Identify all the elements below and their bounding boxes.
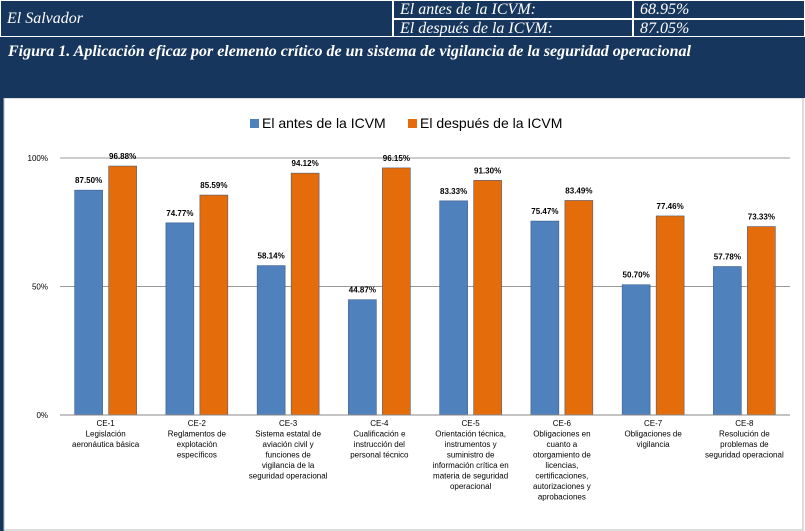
x-tick-label: CE-4 xyxy=(370,419,389,428)
bar xyxy=(108,165,137,416)
value-label: 74.77% xyxy=(166,209,193,218)
x-tick-label: cuanto a xyxy=(547,440,578,449)
value-label: 83.33% xyxy=(440,187,467,196)
y-tick-label: 100% xyxy=(28,154,48,163)
x-tick-label: Cualificación e xyxy=(353,430,406,439)
x-tick-label: CE-2 xyxy=(188,419,207,428)
x-tick-label: Sistema estatal de xyxy=(255,430,321,439)
left-border xyxy=(0,98,4,531)
value-label: 73.33% xyxy=(748,213,775,222)
y-tick-label: 0% xyxy=(36,411,48,420)
x-tick-label: vigilancia de la xyxy=(262,461,315,470)
x-tick-label: problemas de xyxy=(720,440,769,449)
value-label: 87.50% xyxy=(75,176,102,185)
x-tick-label: aviación civil y xyxy=(263,440,314,449)
x-tick-label: operacional xyxy=(450,482,492,491)
bar xyxy=(256,265,286,416)
x-tick-label: Reglamentos de xyxy=(168,430,227,439)
x-tick-label: licencias, xyxy=(545,461,578,470)
x-tick-label: Orientación técnica, xyxy=(435,430,506,439)
value-label: 94.12% xyxy=(292,159,319,168)
value-label: 85.59% xyxy=(200,181,227,190)
value-label: 58.14% xyxy=(258,252,285,261)
x-tick-label: aeronáutica básica xyxy=(72,440,140,449)
x-tick-label: aprobaciones xyxy=(538,493,586,502)
chart: 0% 50% 100% El antes de la ICVM El después d… xyxy=(0,98,804,531)
x-tick-label: personal técnico xyxy=(350,451,409,460)
value-label: 44.87% xyxy=(349,286,376,295)
value-label: 77.46% xyxy=(657,202,684,211)
figure-title: Figura 1. Aplicación eficaz por elemento… xyxy=(0,37,805,98)
x-tick-label: seguridad operacional xyxy=(705,451,784,460)
x-tick-label: explotación xyxy=(177,440,217,449)
value-label: 96.88% xyxy=(109,152,136,161)
value-label: 50.70% xyxy=(623,271,650,280)
row-value: 87.05% xyxy=(633,19,805,37)
legend-label: El después de la ICVM xyxy=(420,115,562,131)
x-tick-label: CE-6 xyxy=(553,419,572,428)
x-tick-label: Obligaciones en xyxy=(533,430,590,439)
country: El Salvador xyxy=(0,0,393,37)
bar xyxy=(473,180,502,416)
legend-swatch xyxy=(250,119,259,128)
value-label: 96.15% xyxy=(383,154,410,163)
x-tick-label: otorgamiento de xyxy=(533,451,591,460)
bar xyxy=(713,266,742,416)
bar xyxy=(165,222,195,416)
x-tick-label: vigilancia xyxy=(637,440,670,449)
bar xyxy=(199,194,229,416)
row-label: El después de la ICVM: xyxy=(393,19,633,37)
x-tick-label: información crítica en xyxy=(433,461,509,470)
bar xyxy=(348,299,377,416)
x-tick-label: certificaciones, xyxy=(535,472,588,481)
value-label: 83.49% xyxy=(565,186,592,195)
bar xyxy=(382,167,411,416)
x-tick-label: específicos xyxy=(177,451,217,460)
value-label: 75.47% xyxy=(531,207,558,216)
x-tick-label: autorizaciones y xyxy=(533,482,591,491)
bar xyxy=(439,200,468,416)
legend-label: El antes de la ICVM xyxy=(262,115,386,131)
x-tick-label: CE-3 xyxy=(279,419,298,428)
x-tick-label: CE-5 xyxy=(462,419,481,428)
y-tick-label: 50% xyxy=(32,283,48,292)
x-tick-label: materia de seguridad xyxy=(433,472,508,481)
bar xyxy=(621,284,651,416)
bar xyxy=(747,226,776,416)
x-tick-label: funciones de xyxy=(265,451,311,460)
x-tick-label: seguridad operacional xyxy=(249,472,328,481)
x-tick-label: instrucción del xyxy=(354,440,405,449)
bar xyxy=(74,189,103,416)
x-tick-label: CE-7 xyxy=(644,419,663,428)
x-tick-label: CE-8 xyxy=(735,419,754,428)
x-tick-label: Obligaciones de xyxy=(624,430,682,439)
bar xyxy=(655,215,685,416)
x-tick-label: Resolución de xyxy=(719,430,770,439)
legend-swatch xyxy=(408,119,417,128)
bar xyxy=(564,200,594,416)
bar xyxy=(530,220,560,416)
x-tick-label: Legislación xyxy=(86,430,126,439)
row-value: 68.95% xyxy=(633,0,805,19)
value-label: 57.78% xyxy=(714,253,741,262)
chart-frame xyxy=(3,98,804,531)
value-label: 91.30% xyxy=(474,166,501,175)
x-tick-label: CE-1 xyxy=(97,419,116,428)
bar xyxy=(290,172,320,416)
row-label: El antes de la ICVM: xyxy=(393,0,633,19)
x-tick-label: instrumentos y xyxy=(445,440,497,449)
x-tick-label: suministro de xyxy=(447,451,495,460)
